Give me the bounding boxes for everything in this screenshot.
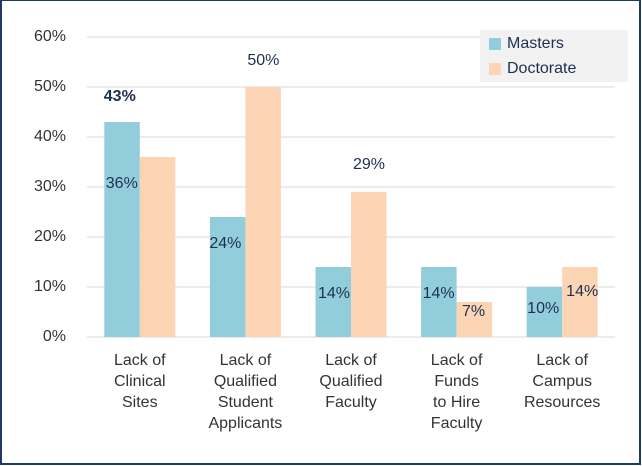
y-tick-label: 60% [34,28,66,45]
legend-label: Doctorate [507,60,576,77]
bar [315,267,351,337]
bar [456,302,493,337]
data-label: 43% [104,88,136,105]
bar [245,87,281,337]
x-tick-label: Lack of [325,352,377,369]
x-tick-label: Clinical [114,373,166,390]
legend-swatch [489,63,501,75]
data-label: 7% [462,303,485,320]
y-tick-label: 20% [34,228,66,245]
x-tick-label: Lack of [220,352,272,369]
data-label: 50% [247,52,279,69]
legend-label: Masters [507,35,564,52]
data-label: 10% [527,300,559,317]
x-tick-label: to Hire [433,394,480,411]
bar [526,287,563,337]
data-label: 36% [106,175,138,192]
x-tick-label: Lack of [114,352,166,369]
bar [209,217,246,337]
x-tick-label: Qualified [214,373,277,390]
x-tick-label: Resources [524,394,600,411]
bar [562,267,598,337]
bar [351,192,387,337]
data-label: 29% [353,156,385,173]
legend: Masters Doctorate [480,30,628,82]
x-tick-label: Faculty [431,415,483,432]
bar [104,122,140,337]
y-tick-label: 30% [34,178,66,195]
x-tick-label: Faculty [325,394,377,411]
data-label: 24% [209,235,241,252]
data-label: 14% [423,285,455,302]
x-tick-label: Qualified [319,373,382,390]
data-label: 14% [318,285,350,302]
x-tick-label: Student [218,394,274,411]
bar [139,157,176,337]
x-tick-label: Campus [532,373,592,390]
x-tick-label: Funds [434,373,478,390]
x-tick-label: Sites [122,394,158,411]
bar [421,267,457,337]
legend-box [480,30,628,82]
legend-swatch [489,38,501,50]
x-tick-label: Lack of [431,352,483,369]
y-tick-label: 40% [34,128,66,145]
x-tick-label: Lack of [536,352,588,369]
y-tick-label: 10% [34,278,66,295]
y-tick-label: 0% [43,328,66,345]
x-tick-label: Applicants [208,415,282,432]
data-label: 14% [566,283,598,300]
y-tick-label: 50% [34,78,66,95]
